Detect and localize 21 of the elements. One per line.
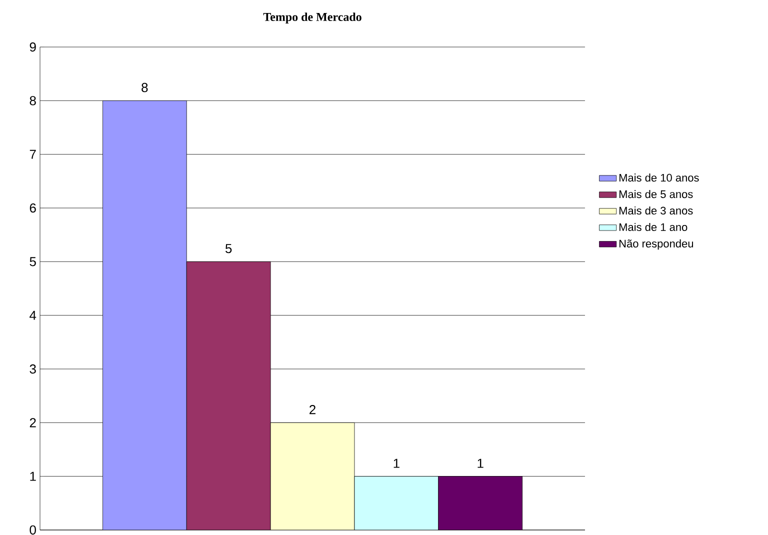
y-tick-label: 1 [30,472,36,481]
y-tick-label: 0 [30,525,36,535]
legend-label: Não respondeu [619,239,694,250]
data-label: 5 [225,244,232,254]
y-tick-label: 2 [30,418,36,428]
legend-label: Mais de 10 anos [619,174,699,182]
legend-label: Mais de 1 ano [619,222,688,232]
y-tick-label: 7 [30,150,36,159]
y-tick-label: 9 [30,42,36,52]
legend-label: Mais de 5 anos [619,190,693,198]
y-tick-label: 4 [30,310,36,320]
data-label: 1 [394,458,400,468]
legend-label: Mais de 3 anos [619,206,693,215]
data-label: 2 [310,405,316,414]
y-tick-label: 5 [30,257,36,266]
chart-title: Tempo de Mercado [263,12,362,24]
data-label: 1 [478,458,484,468]
data-label: 8 [142,82,148,92]
y-tick-label: 8 [30,96,36,106]
y-tick-label: 3 [30,364,36,374]
y-tick-label: 6 [30,203,36,213]
